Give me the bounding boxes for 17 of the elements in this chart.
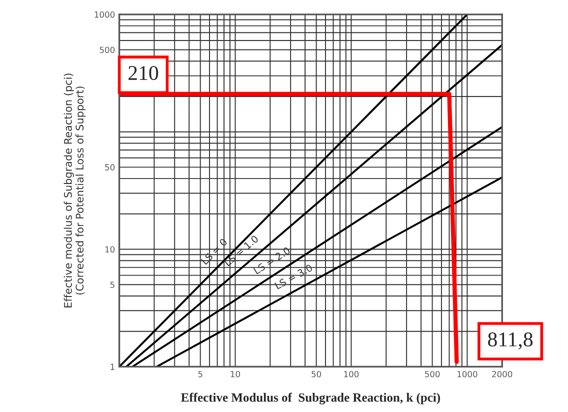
x-tick-label: 100 bbox=[344, 370, 359, 378]
annotation: 210 bbox=[128, 66, 158, 80]
x-tick-label: 1000 bbox=[458, 370, 478, 378]
y-tick-label: 500 bbox=[100, 46, 115, 54]
y-tick-label: 5 bbox=[110, 282, 114, 288]
x-tick-label: 10 bbox=[230, 370, 240, 378]
x-axis-title: Effective Modulus of Subgrade Reaction, k (pci) bbox=[181, 392, 440, 404]
y-tick-label: 1 bbox=[110, 364, 114, 370]
x-tick-label: 2000 bbox=[492, 370, 512, 378]
y-axis-title: Effective modulus of Subgrade Reaction (pci) (Corrected for Potential Loss of Support) bbox=[64, 74, 86, 308]
annotation: 811,8 bbox=[488, 332, 533, 350]
y-tick-label: 50 bbox=[105, 164, 115, 170]
x-tick-label: 500 bbox=[424, 370, 440, 378]
y-tick-label: 1000 bbox=[94, 11, 115, 18]
y-tick-label: 10 bbox=[105, 246, 115, 253]
x-tick-label: 50 bbox=[312, 370, 322, 378]
x-tick-label: 5 bbox=[198, 371, 202, 378]
